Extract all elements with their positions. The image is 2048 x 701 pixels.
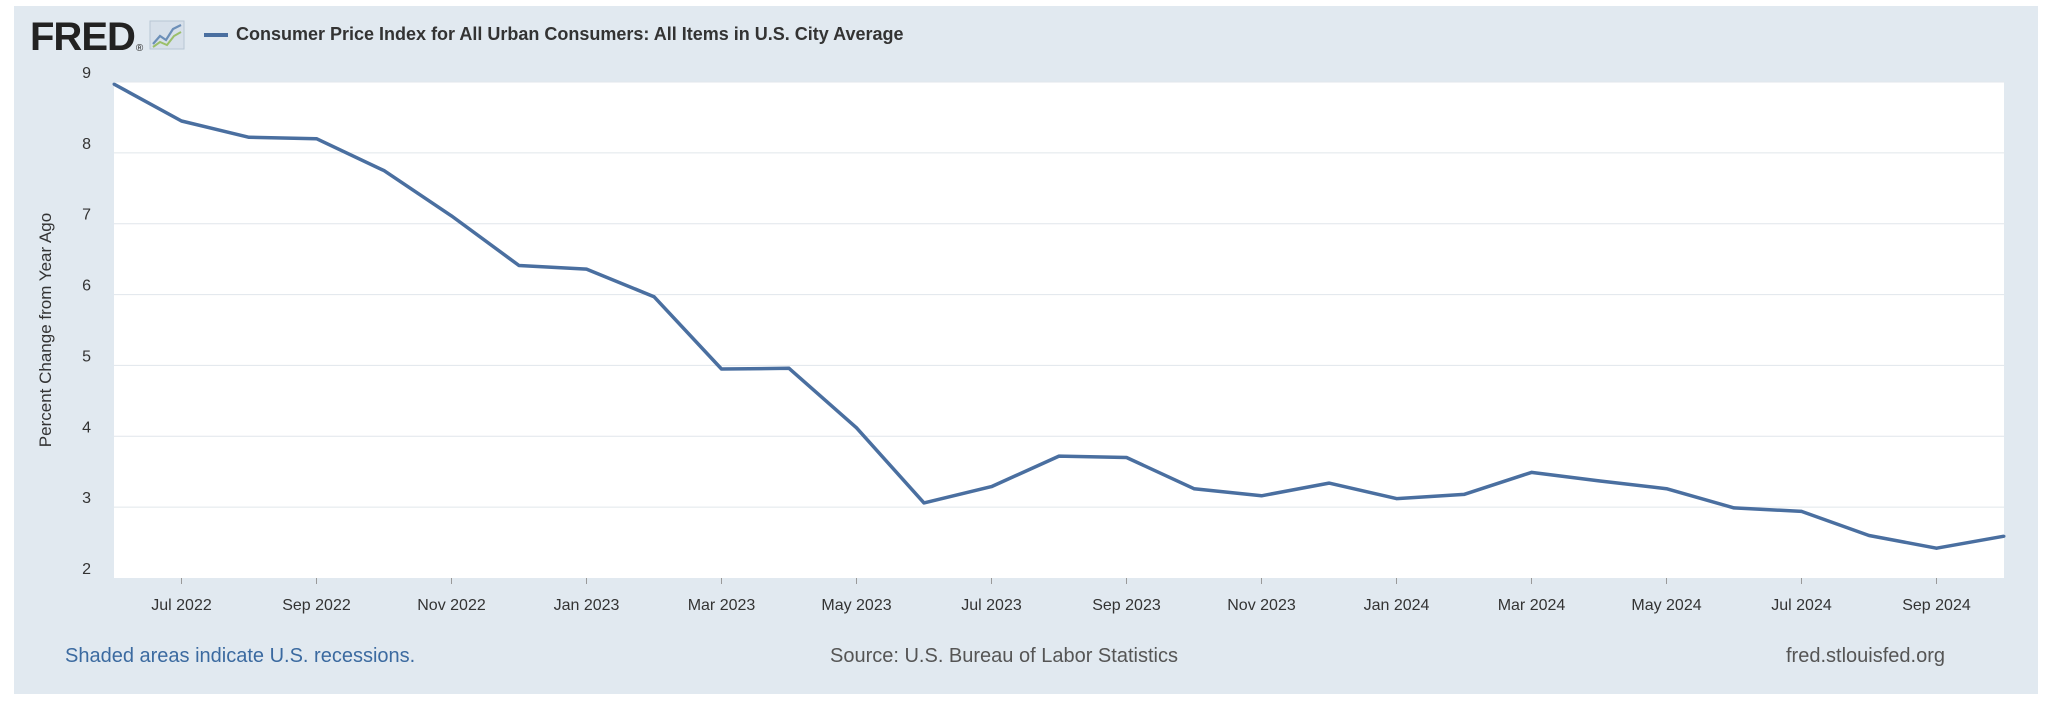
data-point[interactable]: [1867, 534, 1871, 537]
y-tick-label: 2: [82, 561, 91, 578]
data-point[interactable]: [450, 214, 453, 218]
data-point[interactable]: [1395, 497, 1398, 501]
x-tick-label: Jul 2023: [961, 597, 1022, 614]
data-point[interactable]: [1597, 479, 1601, 483]
y-tick-label: 5: [82, 348, 91, 365]
data-point[interactable]: [315, 137, 318, 141]
data-point[interactable]: [382, 169, 386, 173]
y-axis-ticks: 2 3 4 5 6 7 8 9: [82, 65, 91, 578]
legend-label: Consumer Price Index for All Urban Consu…: [236, 24, 904, 44]
data-point[interactable]: [720, 367, 723, 371]
data-point[interactable]: [1530, 470, 1533, 474]
data-point[interactable]: [1935, 546, 1938, 550]
data-point[interactable]: [585, 267, 588, 271]
x-tick-label: Jul 2022: [151, 597, 212, 614]
y-tick-label: 6: [82, 278, 91, 295]
x-tick-label: Sep 2024: [1902, 597, 1971, 614]
x-tick-label: Jan 2023: [554, 597, 620, 614]
logo-text: FRED: [30, 15, 136, 59]
y-tick-label: 4: [82, 419, 91, 436]
data-point[interactable]: [652, 295, 656, 299]
data-point[interactable]: [1800, 509, 1803, 513]
y-tick-label: 8: [82, 136, 91, 153]
site-link[interactable]: fred.stlouisfed.org: [1786, 645, 1945, 667]
data-point[interactable]: [990, 485, 993, 489]
logo-registered-mark: ®: [135, 43, 144, 54]
y-tick-label: 3: [82, 490, 91, 507]
line-chart-icon: [149, 20, 185, 55]
data-point[interactable]: [1665, 487, 1668, 491]
data-point[interactable]: [1327, 481, 1331, 485]
y-tick-label: 7: [82, 207, 91, 224]
x-tick-label: Sep 2022: [282, 597, 351, 614]
data-point[interactable]: [1192, 487, 1196, 491]
x-tick-label: May 2023: [821, 597, 891, 614]
data-point[interactable]: [2002, 534, 2006, 538]
data-point[interactable]: [855, 426, 858, 430]
data-point[interactable]: [180, 119, 183, 123]
gridlines: [114, 81, 2004, 508]
x-tick-label: Jan 2024: [1364, 597, 1430, 614]
series-points: [112, 82, 2006, 550]
legend-swatch: [204, 32, 228, 37]
y-axis-title: Percent Change from Year Ago: [36, 213, 55, 447]
x-tick-label: Mar 2024: [1498, 597, 1566, 614]
data-point[interactable]: [1057, 454, 1061, 458]
data-point[interactable]: [247, 135, 251, 139]
chart-legend: Consumer Price Index for All Urban Consu…: [204, 24, 904, 45]
data-point[interactable]: [1125, 456, 1128, 459]
data-point[interactable]: [112, 82, 116, 86]
data-point[interactable]: [922, 501, 926, 505]
y-tick-label: 9: [82, 65, 91, 82]
source-text: Source: U.S. Bureau of Labor Statistics: [830, 645, 1178, 667]
x-tick-label: Mar 2023: [688, 597, 756, 614]
x-tick-label: Nov 2023: [1227, 597, 1296, 614]
x-tick-label: Jul 2024: [1771, 597, 1832, 614]
data-point[interactable]: [1732, 506, 1736, 510]
fred-logo[interactable]: FRED ®: [30, 14, 185, 60]
x-tick-label: Sep 2023: [1092, 597, 1161, 614]
data-point[interactable]: [1462, 492, 1466, 496]
data-point[interactable]: [787, 366, 791, 370]
x-tick-label: May 2024: [1631, 597, 1701, 614]
data-point[interactable]: [1260, 494, 1263, 498]
x-axis-ticks: Jul 2022 Sep 2022 Nov 2022 Jan 2023 Mar 2023…: [151, 578, 1971, 614]
recessions-note[interactable]: Shaded areas indicate U.S. recessions.: [65, 645, 416, 667]
x-tick-label: Nov 2022: [417, 597, 486, 614]
data-point[interactable]: [517, 264, 521, 267]
